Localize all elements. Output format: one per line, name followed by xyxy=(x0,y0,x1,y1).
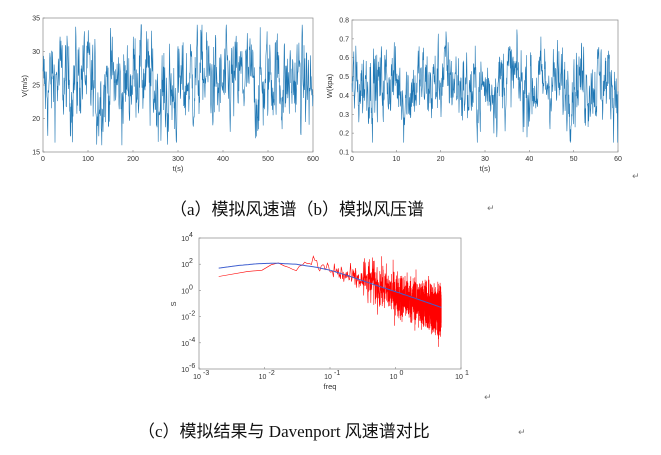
y-tick-label: 10 xyxy=(181,315,189,322)
x-tick-exponent: -2 xyxy=(269,370,275,377)
y-tick-label: 0.1 xyxy=(339,150,349,157)
x-tick-label: 10 xyxy=(259,374,267,381)
x-tick-label: 10 xyxy=(455,374,463,381)
x-tick-label: 0 xyxy=(350,156,354,163)
y-tick-label: 25 xyxy=(32,83,40,90)
panel-a-plot-area xyxy=(42,17,314,153)
panel-a-wind-speed-chart: 0 100 200 300 400 500 600 15 20 25 30 35 t(s) V(m/s… xyxy=(20,16,319,174)
x-tick-label: 60 xyxy=(614,156,622,163)
return-mark-4: ↵ xyxy=(518,428,526,438)
x-tick-label: 50 xyxy=(570,156,578,163)
y-tick-label: 30 xyxy=(32,49,40,56)
panel-b-wind-pressure-chart: 0 10 20 30 40 50 60 0.1 0.2 0.3 0.4 0.5 0.6 0.7 0.8 t(… xyxy=(325,18,622,174)
caption-ab: （a）模拟风速谱（b）模拟风压谱 xyxy=(170,200,424,219)
y-tick-label: 0.3 xyxy=(339,112,349,119)
y-tick-exponent: -4 xyxy=(189,337,195,344)
x-tick-exponent: -3 xyxy=(203,370,209,377)
panel-b-xlabel: t(s) xyxy=(480,164,491,173)
panel-a-ylabel: V(m/s) xyxy=(20,74,29,97)
x-tick-label: 600 xyxy=(307,156,319,163)
y-tick-label: 10 xyxy=(181,341,189,348)
y-tick-label: 10 xyxy=(181,262,189,269)
x-tick-label: 0 xyxy=(41,156,45,163)
x-tick-label: 100 xyxy=(82,156,94,163)
y-tick-label: 0.8 xyxy=(339,18,349,25)
y-tick-label: 0.5 xyxy=(339,74,349,81)
x-tick-label: 300 xyxy=(172,156,184,163)
x-tick-label: 40 xyxy=(525,156,533,163)
y-tick-label: 0.2 xyxy=(339,131,349,138)
x-tick-exponent: 1 xyxy=(465,370,469,377)
y-tick-label: 15 xyxy=(32,150,40,157)
x-tick-exponent: 0 xyxy=(400,370,404,377)
x-tick-label: 10 xyxy=(392,156,400,163)
y-tick-exponent: 4 xyxy=(189,232,193,239)
x-tick-label: 10 xyxy=(193,374,201,381)
return-mark-2: ↵ xyxy=(487,204,495,214)
y-tick-label: 10 xyxy=(181,288,189,295)
panel-b-ylabel: W(kpa) xyxy=(325,73,334,98)
x-tick-label: 30 xyxy=(481,156,489,163)
y-tick-exponent: 2 xyxy=(189,258,193,265)
return-mark-3: ↵ xyxy=(484,393,492,403)
caption-c: （c）模拟结果与 Davenport 风速谱对比 xyxy=(138,422,430,441)
x-tick-label: 500 xyxy=(262,156,274,163)
x-tick-label: 10 xyxy=(390,374,398,381)
panel-b-series-line xyxy=(351,29,619,143)
y-tick-label: 10 xyxy=(181,367,189,374)
y-tick-label: 0.7 xyxy=(339,36,349,43)
x-tick-label: 200 xyxy=(127,156,139,163)
y-tick-label: 35 xyxy=(32,16,40,23)
panel-c-davenport-series xyxy=(218,262,442,308)
panel-a-xlabel: t(s) xyxy=(173,164,184,173)
y-tick-label: 0.4 xyxy=(339,93,349,100)
x-tick-exponent: -1 xyxy=(334,370,340,377)
x-tick-label: 10 xyxy=(324,374,332,381)
y-tick-exponent: -6 xyxy=(189,363,195,370)
x-tick-label: 20 xyxy=(437,156,445,163)
y-tick-exponent: 0 xyxy=(189,284,193,291)
panel-c-ylabel: S xyxy=(169,301,178,306)
y-tick-exponent: -2 xyxy=(189,311,195,318)
panel-c-xlabel: freq xyxy=(324,382,337,391)
y-tick-label: 0.6 xyxy=(339,55,349,62)
y-tick-label: 20 xyxy=(32,116,40,123)
y-tick-label: 10 xyxy=(181,236,189,243)
return-mark-1: ↵ xyxy=(632,172,640,182)
panel-a-series-line xyxy=(42,24,314,146)
panel-c-spectrum-chart: 10-310-210-110010110-610-410-2100102104 … xyxy=(169,232,469,391)
x-tick-label: 400 xyxy=(217,156,229,163)
